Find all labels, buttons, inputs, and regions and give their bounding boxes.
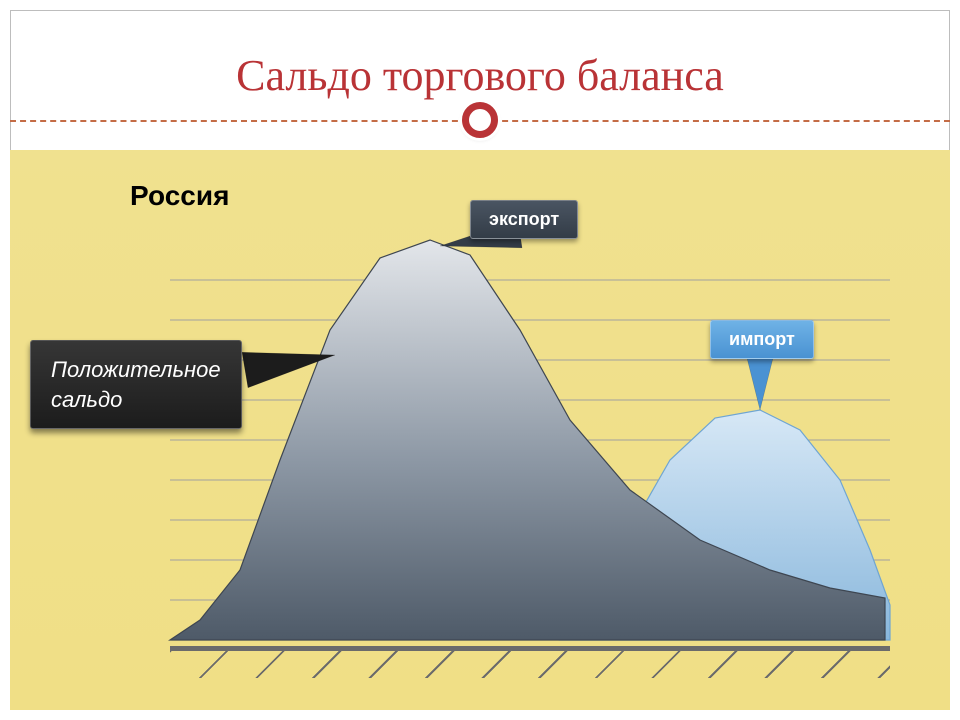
saldo-line1: Положительное	[51, 357, 221, 382]
content-panel: Россия Положит	[10, 150, 950, 710]
baseline-hatch	[170, 650, 890, 678]
chart-svg	[170, 210, 890, 650]
country-subtitle: Россия	[130, 180, 229, 212]
export-callout: экспорт	[470, 200, 578, 239]
title-ring-icon	[462, 102, 498, 138]
trade-balance-chart: Положительное сальдо экспорт импорт	[170, 210, 890, 670]
import-callout: импорт	[710, 320, 814, 359]
export-label: экспорт	[489, 209, 559, 229]
saldo-line2: сальдо	[51, 387, 122, 412]
slide-title: Сальдо торгового баланса	[10, 10, 950, 101]
import-label: импорт	[729, 329, 795, 349]
positive-balance-callout: Положительное сальдо	[30, 340, 242, 429]
